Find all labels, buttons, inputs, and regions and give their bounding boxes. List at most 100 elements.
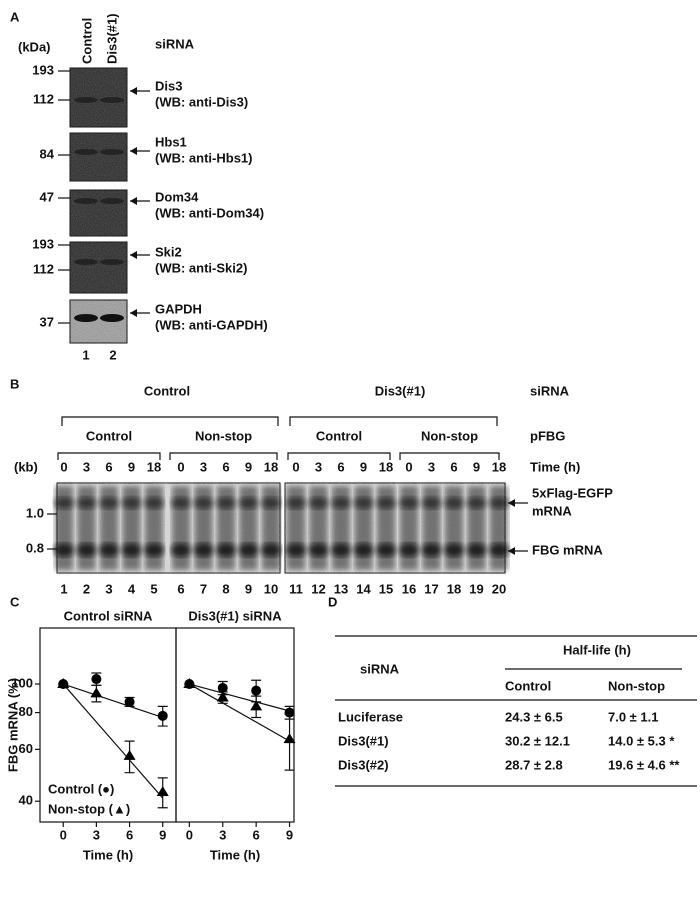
row-label: Time (h) (530, 459, 580, 474)
time-label: 18 (147, 459, 161, 474)
time-label: 0 (60, 459, 67, 474)
band (466, 497, 487, 509)
lane-number: 16 (402, 581, 416, 596)
lane-number: 11 (289, 581, 303, 596)
y-tick-label: 80 (19, 704, 33, 719)
band (238, 497, 259, 509)
marker-label: 112 (33, 91, 54, 106)
lane-number: 12 (311, 581, 325, 596)
data-point (156, 785, 169, 796)
bracket (399, 452, 500, 460)
band (171, 543, 191, 557)
band (308, 543, 329, 557)
lane-number: 17 (424, 581, 438, 596)
band (100, 97, 124, 103)
lane-number: 13 (334, 581, 348, 596)
band (489, 543, 509, 557)
time-label: 9 (128, 459, 135, 474)
time-label: 9 (360, 459, 367, 474)
band (286, 543, 306, 557)
band (100, 149, 124, 155)
data-point (284, 707, 295, 718)
blot-texture (70, 242, 127, 293)
blot-texture (70, 133, 127, 181)
time-label: 3 (200, 459, 207, 474)
legend-entry: Control (●) (48, 781, 114, 796)
marker-label: 1.0 (26, 505, 44, 520)
row-label: siRNA (530, 383, 570, 398)
band (121, 497, 142, 509)
lane-number: 7 (200, 581, 207, 596)
blot-texture (70, 190, 127, 236)
lane-number: 2 (109, 347, 116, 362)
y-tick-label: 60 (19, 741, 33, 756)
lane-number: 8 (222, 581, 229, 596)
band (261, 497, 281, 509)
table-cell: 24.3 ± 6.5 (505, 709, 563, 724)
marker-label: 84 (40, 146, 55, 161)
protein-label: Hbs1 (155, 134, 187, 149)
x-tick-label: 0 (60, 827, 67, 842)
band (308, 497, 329, 509)
arrow-head (130, 309, 137, 317)
lane-number: 2 (83, 581, 90, 596)
time-label: 3 (83, 459, 90, 474)
row-label: siRNA (155, 36, 195, 51)
protein-label: Ski2 (155, 244, 182, 259)
band (74, 259, 98, 265)
data-point (250, 700, 263, 711)
bracket (57, 452, 161, 460)
lane-label: Control (79, 18, 94, 64)
lane-label: Dis3(#1) (104, 13, 119, 64)
band (331, 543, 351, 557)
legend-entry: Non-stop (▲) (48, 801, 130, 816)
band (193, 543, 214, 557)
lane-number: 20 (492, 581, 506, 596)
bracket (287, 452, 391, 460)
table-header: Half-life (h) (563, 642, 631, 657)
marker-label: 37 (40, 314, 54, 329)
table-cell: Dis3(#1) (338, 733, 389, 748)
bracket (61, 416, 279, 426)
bracket (289, 416, 498, 426)
subgroup-label: Non-stop (195, 428, 252, 443)
table-cell: Luciferase (338, 709, 403, 724)
band (74, 314, 98, 322)
band (444, 497, 464, 509)
lane-number: 18 (447, 581, 461, 596)
band (399, 497, 419, 509)
band (216, 497, 236, 509)
band (99, 543, 119, 557)
x-tick-label: 3 (93, 827, 100, 842)
band (171, 497, 191, 509)
data-point (124, 696, 135, 707)
band (121, 543, 142, 557)
y-axis-label: FBG mRNA (%) (5, 678, 20, 772)
panel-letter: A (10, 9, 20, 24)
table-cell: 28.7 ± 2.8 (505, 757, 563, 772)
band (376, 543, 396, 557)
chart-title: Control siRNA (64, 608, 153, 623)
arrow-head (130, 251, 137, 259)
x-tick-label: 0 (186, 827, 193, 842)
time-label: 6 (222, 459, 229, 474)
arrow-head (508, 499, 515, 507)
time-label: 3 (428, 459, 435, 474)
time-label: 6 (105, 459, 112, 474)
band (421, 497, 442, 509)
table-header: siRNA (360, 661, 400, 676)
panel-letter: B (10, 376, 19, 391)
group-label: Control (144, 383, 190, 398)
band (421, 543, 442, 557)
marker-label: 47 (40, 189, 54, 204)
data-point (283, 733, 296, 744)
time-label: 9 (473, 459, 480, 474)
band (100, 198, 124, 204)
x-axis-label: Time (h) (210, 847, 260, 862)
time-label: 6 (337, 459, 344, 474)
x-tick-label: 3 (219, 827, 226, 842)
subgroup-label: Non-stop (421, 428, 478, 443)
time-label: 18 (264, 459, 278, 474)
lane-number: 14 (356, 581, 371, 596)
arrow-head (130, 87, 137, 95)
